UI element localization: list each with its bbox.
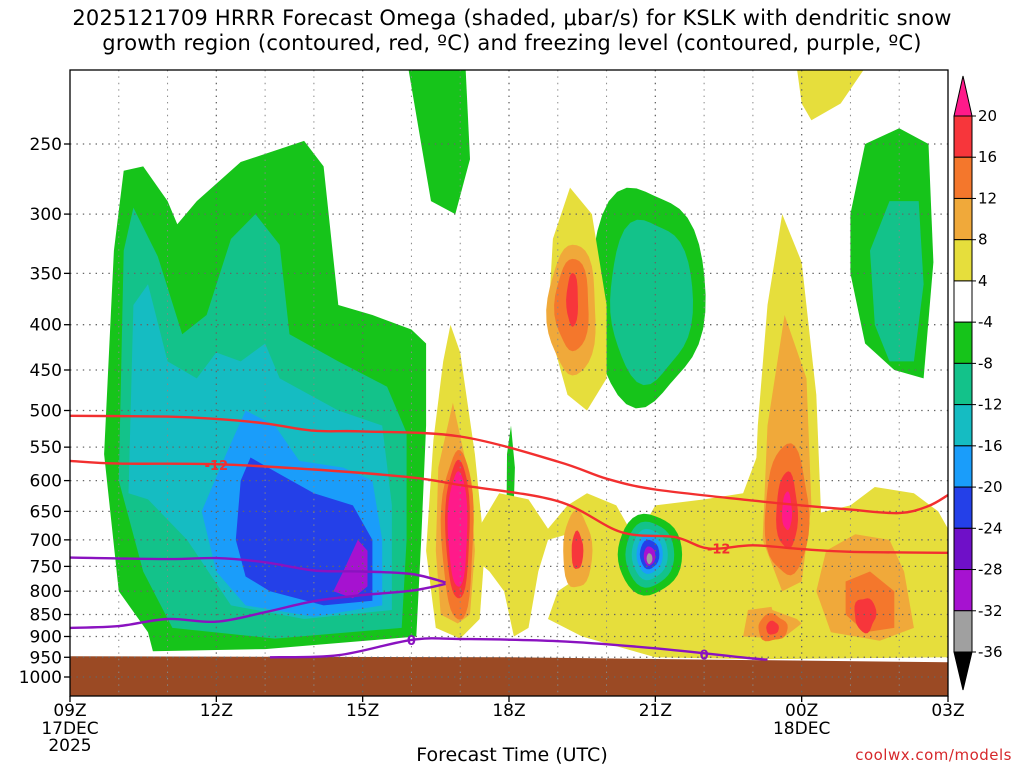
contour-label-zero-left: 0 <box>407 634 416 649</box>
contour-lines: -12 -12 0 0 <box>70 414 948 663</box>
y-tick-label-250: 250 <box>30 135 62 155</box>
colorbar-swatch-11 <box>953 527 973 571</box>
chart-title: 2025121709 HRRR Forecast Omega (shaded, … <box>0 6 1024 56</box>
colorbar-label-0: 20 <box>978 107 997 125</box>
colorbar-label-4: 4 <box>978 272 988 290</box>
contour-label-minus12-left: -12 <box>205 459 229 474</box>
y-tick-label-400: 400 <box>30 316 62 336</box>
contour-dendritic-growth-16 <box>70 414 948 515</box>
y-tick-label-600: 600 <box>30 472 62 492</box>
omega-shade-purple-west <box>333 539 368 599</box>
ground-fill <box>70 656 948 696</box>
colorbar-swatch-4 <box>953 239 973 282</box>
omega-shade-grey-cell <box>646 553 653 565</box>
x-tick-sublabel-18DEC: 18DEC <box>773 719 830 739</box>
contour-freezing-level-0-surface- <box>269 637 768 661</box>
omega-shade-red-spot <box>571 530 584 569</box>
colorbar-swatch-12 <box>953 569 973 612</box>
colorbar-swatch-3 <box>953 197 973 241</box>
colorbar-label-7: -12 <box>978 396 1003 414</box>
omega-shade-teal-mid <box>610 219 693 386</box>
omega-shade-red-east <box>854 598 877 634</box>
x-tick-label-09Z: 09Z <box>53 701 86 721</box>
x-tick-label-18Z: 18Z <box>492 701 525 721</box>
colorbar-swatch-1 <box>953 115 973 158</box>
x-tick-sublabel-2025: 2025 <box>48 736 91 756</box>
omega-shade-teal-east <box>870 201 924 362</box>
y-tick-label-350: 350 <box>30 264 62 284</box>
colorbar-label-8: -16 <box>978 437 1003 455</box>
omega-shade-magenta-core1 <box>447 471 468 587</box>
omega-shade-green-upper <box>408 70 470 215</box>
y-tick-label-1000: 1000 <box>19 668 62 688</box>
colorbar-label-1: 16 <box>978 148 997 166</box>
axes: 2503003504004505005506006507007508008509… <box>19 69 965 756</box>
omega-shade-red-upper <box>566 273 578 327</box>
colorbar-swatch-8 <box>953 404 973 447</box>
omega-shade-yellow-top <box>797 70 864 121</box>
x-axis-label: Forecast Time (UTC) <box>416 744 608 766</box>
chart-title-line-1: 2025121709 HRRR Forecast Omega (shaded, … <box>72 6 952 30</box>
y-tick-label-750: 750 <box>30 557 62 577</box>
y-tick-label-800: 800 <box>30 582 62 602</box>
contour-label-minus12-right: -12 <box>707 543 731 558</box>
colorbar-label-9: -20 <box>978 478 1003 496</box>
colorbar-label-3: 8 <box>978 231 988 249</box>
source-credit[interactable]: coolwx.com/models <box>855 746 1012 764</box>
contour-freezing-level-0-upper- <box>70 556 446 584</box>
y-tick-label-850: 850 <box>30 606 62 626</box>
colorbar-swatch-7 <box>953 362 973 406</box>
y-tick-label-500: 500 <box>30 402 62 422</box>
y-tick-label-550: 550 <box>30 438 62 458</box>
y-tick-label-650: 650 <box>30 502 62 522</box>
colorbar-label-10: -24 <box>978 519 1003 537</box>
ground-surface <box>70 656 948 696</box>
colorbar-swatch-6 <box>953 321 973 364</box>
x-tick-label-21Z: 21Z <box>639 701 672 721</box>
colorbar-swatch-9 <box>953 445 973 488</box>
omega-shade-red-se <box>766 620 779 635</box>
colorbar-swatch-5 <box>953 280 973 323</box>
y-tick-label-300: 300 <box>30 205 62 225</box>
colorbar-label-2: 12 <box>978 189 997 207</box>
y-tick-label-450: 450 <box>30 361 62 381</box>
colorbar-label-11: -28 <box>978 561 1003 579</box>
colorbar-label-5: -4 <box>978 313 993 331</box>
y-tick-label-900: 900 <box>30 627 62 647</box>
colorbar-swatch-13 <box>953 610 973 653</box>
colorbar-label-6: -8 <box>978 354 993 372</box>
omega-shade-blue-west <box>235 457 373 606</box>
colorbar-top-arrow <box>953 75 973 117</box>
colorbar-swatch-2 <box>953 156 973 199</box>
y-tick-label-700: 700 <box>30 531 62 551</box>
contour-freezing-level-0-lower- <box>70 582 446 630</box>
colorbar: 20 16 12 8 4 -4 -8 -12 -16 -20 -24 -28 -32 -36 <box>953 75 1003 691</box>
x-tick-label-03Z: 03Z <box>931 701 964 721</box>
y-tick-label-950: 950 <box>30 648 62 668</box>
colorbar-bottom-arrow <box>953 651 973 691</box>
omega-shading <box>104 70 948 660</box>
x-tick-label-00Z: 00Z <box>785 701 818 721</box>
x-tick-label-12Z: 12Z <box>200 701 233 721</box>
colorbar-label-13: -36 <box>978 643 1003 661</box>
contour-label-zero-right: 0 <box>700 648 709 663</box>
chart-title-line-2: growth region (contoured, red, ºC) and f… <box>102 31 922 55</box>
contour-dendritic-growth-12 <box>70 459 948 554</box>
colorbar-label-12: -32 <box>978 602 1003 620</box>
x-tick-label-15Z: 15Z <box>346 701 379 721</box>
colorbar-swatch-10 <box>953 486 973 529</box>
x-tick-sublabel-17DEC: 17DEC <box>41 719 98 739</box>
